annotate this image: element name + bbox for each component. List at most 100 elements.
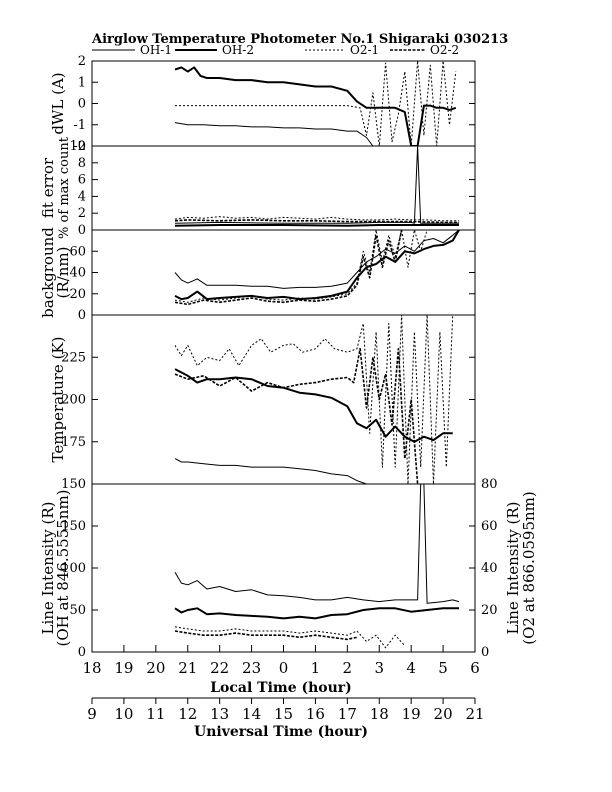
legend-label-o2-2: O2-2	[430, 43, 459, 57]
series-group-temp	[174, 315, 454, 484]
xtick-top-label-2: 20	[146, 659, 165, 677]
ytick-label-temp-0: 225	[61, 350, 86, 365]
ytick-right-label-int-1: 60	[481, 519, 498, 534]
series-temp-o2-2	[174, 347, 419, 484]
ytick-label-fit-4: 2	[78, 206, 86, 221]
xtick-top-label-4: 22	[210, 659, 229, 677]
ylabel-int: Line Intensity (R)	[39, 502, 57, 635]
series-bg-o2-1	[174, 230, 428, 303]
ytick-label-bg-2: 20	[69, 287, 86, 302]
series-group-fit	[174, 146, 459, 227]
ytick-label-bg-1: 40	[69, 266, 86, 281]
ylabel-dwl: dWL (A)	[49, 72, 67, 134]
ytick-label-int-0: 150	[61, 519, 86, 534]
series-fit-o2-2	[174, 219, 459, 224]
xtick-top-label-12: 6	[470, 659, 480, 677]
xtick-bottom-label-8: 17	[338, 705, 357, 723]
series-int-oh-2	[174, 607, 459, 620]
series-group-dwl	[174, 61, 457, 146]
ytick-label-bg-0: 60	[69, 244, 86, 259]
ytick-label-fit-2: 6	[78, 173, 86, 188]
series-group-bg	[174, 230, 460, 306]
xtick-top-label-7: 1	[311, 659, 321, 677]
xtick-bottom-label-7: 16	[306, 705, 325, 723]
series-fit-o2-1	[174, 216, 459, 222]
series-temp-oh-2	[174, 368, 453, 443]
xtick-bottom-label-2: 11	[146, 705, 165, 723]
ytick-label-bg-3: 0	[78, 308, 86, 323]
xtick-bottom-label-5: 14	[242, 705, 261, 723]
ytick-label-temp-1: 200	[61, 393, 86, 408]
ylabel-fit: fit error	[39, 157, 57, 218]
series-dwl-oh-1	[174, 122, 399, 146]
xtick-top-label-10: 4	[406, 659, 416, 677]
xtick-bottom-label-12: 21	[465, 705, 484, 723]
ylabel2-bg: (R/nm)	[54, 247, 72, 299]
xtick-bottom-label-0: 9	[87, 705, 97, 723]
xtick-top-label-6: 0	[279, 659, 289, 677]
series-int-oh-1	[174, 484, 460, 604]
ytick-label-fit-0: 10	[69, 139, 86, 154]
ytick-right-label-int-4: 0	[481, 645, 489, 660]
xtick-top-label-5: 23	[242, 659, 261, 677]
series-bg-oh-1	[174, 230, 460, 289]
series-fit-oh-2	[174, 224, 459, 227]
x-top-axis-label: Local Time (hour)	[210, 680, 352, 696]
panel-frame-dwl	[91, 60, 476, 147]
ylabel-right-int: Line Intensity (R)	[504, 502, 522, 635]
ytick-label-dwl-3: -1	[73, 118, 86, 133]
ytick-label-int-2: 50	[69, 603, 86, 618]
ytick-label-temp-3: 150	[61, 477, 86, 492]
ylabel-right2-int: (O2 at 866.0595nm)	[520, 491, 538, 645]
xtick-top-label-11: 5	[438, 659, 448, 677]
chart-title: Airglow Temperature Photometer No.1 Shig…	[91, 32, 508, 47]
panel-temp: 225 200 175 150 Temperature (K)	[49, 314, 476, 492]
series-int-o2-2	[174, 630, 358, 641]
xtick-top-label-3: 21	[178, 659, 197, 677]
panel-frame-temp	[91, 314, 476, 485]
xtick-bottom-label-4: 13	[210, 705, 229, 723]
ytick-right-label-int-3: 20	[481, 603, 498, 618]
x-axes: 18 19 20 21 22 23 0 1 2 3 4 5 69 10 11 12 13 14 15 16 17 18 19…	[82, 645, 485, 723]
series-int-o2-1	[174, 626, 406, 649]
ytick-label-dwl-4: -2	[73, 139, 86, 154]
panel-bg: 60 40 20 0 background(R/nm)	[39, 227, 476, 323]
legend: OH-1 OH-2 O2-1 O2-2	[92, 43, 459, 57]
xtick-top-label-0: 18	[82, 659, 101, 677]
legend-label-oh-1: OH-1	[140, 43, 172, 57]
xtick-bottom-label-1: 10	[114, 705, 133, 723]
legend-label-oh-2: OH-2	[222, 43, 254, 57]
ylabel2-fit: % of max count	[57, 136, 72, 239]
xtick-bottom-label-3: 12	[178, 705, 197, 723]
series-bg-oh-2	[174, 230, 460, 301]
ylabel-temp: Temperature (K)	[49, 337, 67, 463]
ytick-right-label-int-2: 40	[481, 561, 498, 576]
xtick-top-label-9: 3	[374, 659, 384, 677]
series-temp-oh-1	[174, 458, 377, 484]
ylabel2-int: (OH at 846.5555nm)	[54, 489, 72, 646]
ytick-label-dwl-2: 0	[78, 97, 86, 112]
ytick-right-label-int-0: 80	[481, 477, 498, 492]
panel-fit: 10 8 64 2 0 fit error% of max count	[39, 136, 476, 239]
legend-label-o2-1: O2-1	[350, 43, 379, 57]
xtick-top-label-1: 19	[114, 659, 133, 677]
series-bg-o2-2	[174, 230, 403, 306]
xtick-bottom-label-9: 18	[370, 705, 389, 723]
ytick-label-int-1: 100	[61, 561, 86, 576]
ytick-label-temp-2: 175	[61, 435, 86, 450]
series-fit-oh-1	[174, 146, 459, 224]
series-dwl-oh-2	[174, 66, 457, 146]
ytick-label-fit-1: 8	[78, 156, 86, 171]
xtick-top-label-8: 2	[343, 659, 353, 677]
xtick-bottom-label-11: 20	[434, 705, 453, 723]
ytick-label-fit-3: 4	[78, 189, 86, 204]
xtick-bottom-label-10: 19	[402, 705, 421, 723]
ytick-label-fit-5: 0	[78, 223, 86, 238]
panel-frame-int	[91, 483, 476, 653]
ytick-label-dwl-1: 1	[78, 75, 86, 90]
series-dwl-o2-1	[175, 61, 457, 146]
